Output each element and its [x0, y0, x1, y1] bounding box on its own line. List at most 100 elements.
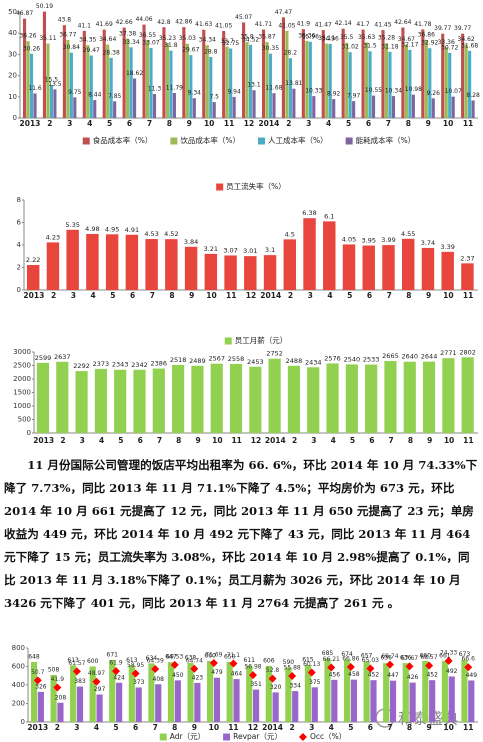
- x-tick-label: 2014: [262, 723, 283, 732]
- data-label: 2640: [401, 353, 418, 361]
- data-label: 56.98: [244, 664, 261, 671]
- bar: [152, 368, 165, 433]
- bar: [222, 30, 226, 119]
- x-tick-label: 4: [329, 723, 334, 732]
- data-label: 44.06: [135, 16, 152, 23]
- data-label: 55.88: [284, 665, 301, 672]
- bar: [113, 101, 117, 118]
- data-label: 383: [74, 678, 86, 685]
- data-label: 30.35: [262, 45, 279, 52]
- x-tick-label: 11: [463, 119, 473, 128]
- data-label: 408: [153, 676, 165, 683]
- data-label: 648: [28, 654, 40, 661]
- data-label: 31.18: [381, 43, 398, 50]
- data-label: 492: [446, 668, 458, 675]
- bar: [42, 11, 47, 119]
- data-label: 58.95: [127, 662, 144, 669]
- bar: [233, 679, 240, 722]
- data-label: 11.79: [166, 85, 183, 92]
- y-tick-label: 10: [8, 93, 17, 101]
- y-tick-label: 0: [13, 114, 17, 122]
- x-tick-label: 2014: [258, 119, 279, 128]
- bar: [133, 78, 137, 118]
- bar: [328, 43, 332, 119]
- bar: [468, 680, 475, 722]
- data-label: 30.72: [441, 44, 458, 51]
- bar: [26, 265, 40, 290]
- bar: [361, 29, 365, 118]
- x-tick-label: 3: [67, 119, 72, 128]
- data-label: 3.99: [381, 236, 395, 244]
- data-label: 650: [224, 653, 236, 660]
- data-label: 67.67: [401, 655, 418, 662]
- data-label: 64.39: [147, 658, 164, 665]
- bar: [409, 682, 416, 722]
- x-tick-label: 12: [251, 436, 261, 445]
- data-label: 10.33: [305, 88, 322, 95]
- data-label: 35.28: [378, 35, 395, 42]
- bar: [145, 40, 150, 118]
- x-tick-label: 4: [99, 436, 104, 445]
- bar: [370, 680, 377, 722]
- bar: [169, 50, 173, 118]
- x-tick-label: 2: [47, 119, 52, 128]
- bar: [89, 666, 96, 722]
- x-tick-label: 5: [346, 119, 351, 128]
- bar: [368, 51, 372, 118]
- y-tick-label: 1000: [13, 402, 31, 410]
- bar: [75, 371, 88, 433]
- data-label: 2343: [112, 361, 129, 369]
- data-label: 36.26: [19, 33, 36, 40]
- data-label: 9.94: [227, 88, 241, 95]
- bar: [76, 686, 84, 722]
- data-label: 8.92: [327, 91, 341, 98]
- data-label: 674: [341, 651, 353, 658]
- bar: [451, 96, 455, 118]
- data-label: 11.68: [265, 85, 282, 92]
- x-tick-label: 6: [127, 119, 132, 128]
- bar: [172, 365, 185, 433]
- bar: [209, 56, 213, 118]
- bar: [288, 58, 292, 118]
- bar: [461, 33, 465, 118]
- bar: [22, 18, 27, 119]
- x-tick-label: 6: [130, 291, 135, 300]
- data-label: 13.81: [285, 80, 302, 87]
- x-tick-label: 12: [248, 723, 258, 732]
- data-label: 61.9: [109, 660, 123, 667]
- bar: [263, 255, 277, 290]
- bar: [152, 94, 157, 118]
- bar: [202, 29, 206, 118]
- bar: [307, 367, 320, 433]
- y-tick-label: 2500: [13, 362, 31, 370]
- bar: [341, 28, 345, 118]
- legend-marker: [258, 137, 265, 145]
- x-tick-label: 7: [389, 436, 394, 445]
- data-label: 4.53: [144, 230, 158, 238]
- data-label: 30.84: [63, 44, 80, 51]
- bar: [184, 246, 198, 290]
- data-label: 590: [283, 659, 295, 666]
- data-label: 4.95: [105, 225, 119, 233]
- bar: [56, 361, 69, 433]
- bar: [57, 702, 64, 722]
- data-label: 9.34: [188, 90, 202, 97]
- data-label: 28.2: [284, 50, 298, 57]
- bar: [135, 687, 142, 722]
- bar: [343, 659, 351, 722]
- bar: [292, 88, 296, 118]
- data-label: 29.47: [83, 47, 100, 54]
- bar: [46, 242, 60, 290]
- data-label: 423: [192, 674, 204, 681]
- data-label: 458: [348, 671, 360, 678]
- data-label: 66.86: [342, 656, 359, 663]
- bar: [125, 234, 139, 290]
- bar: [86, 45, 90, 118]
- bar: [109, 57, 113, 118]
- data-label: 35.8: [240, 34, 254, 41]
- data-label: 60.13: [303, 661, 320, 668]
- bar: [365, 364, 378, 433]
- x-tick-label: 10: [443, 119, 453, 128]
- data-label: 50.19: [36, 3, 53, 10]
- x-tick-label: 12: [244, 119, 254, 128]
